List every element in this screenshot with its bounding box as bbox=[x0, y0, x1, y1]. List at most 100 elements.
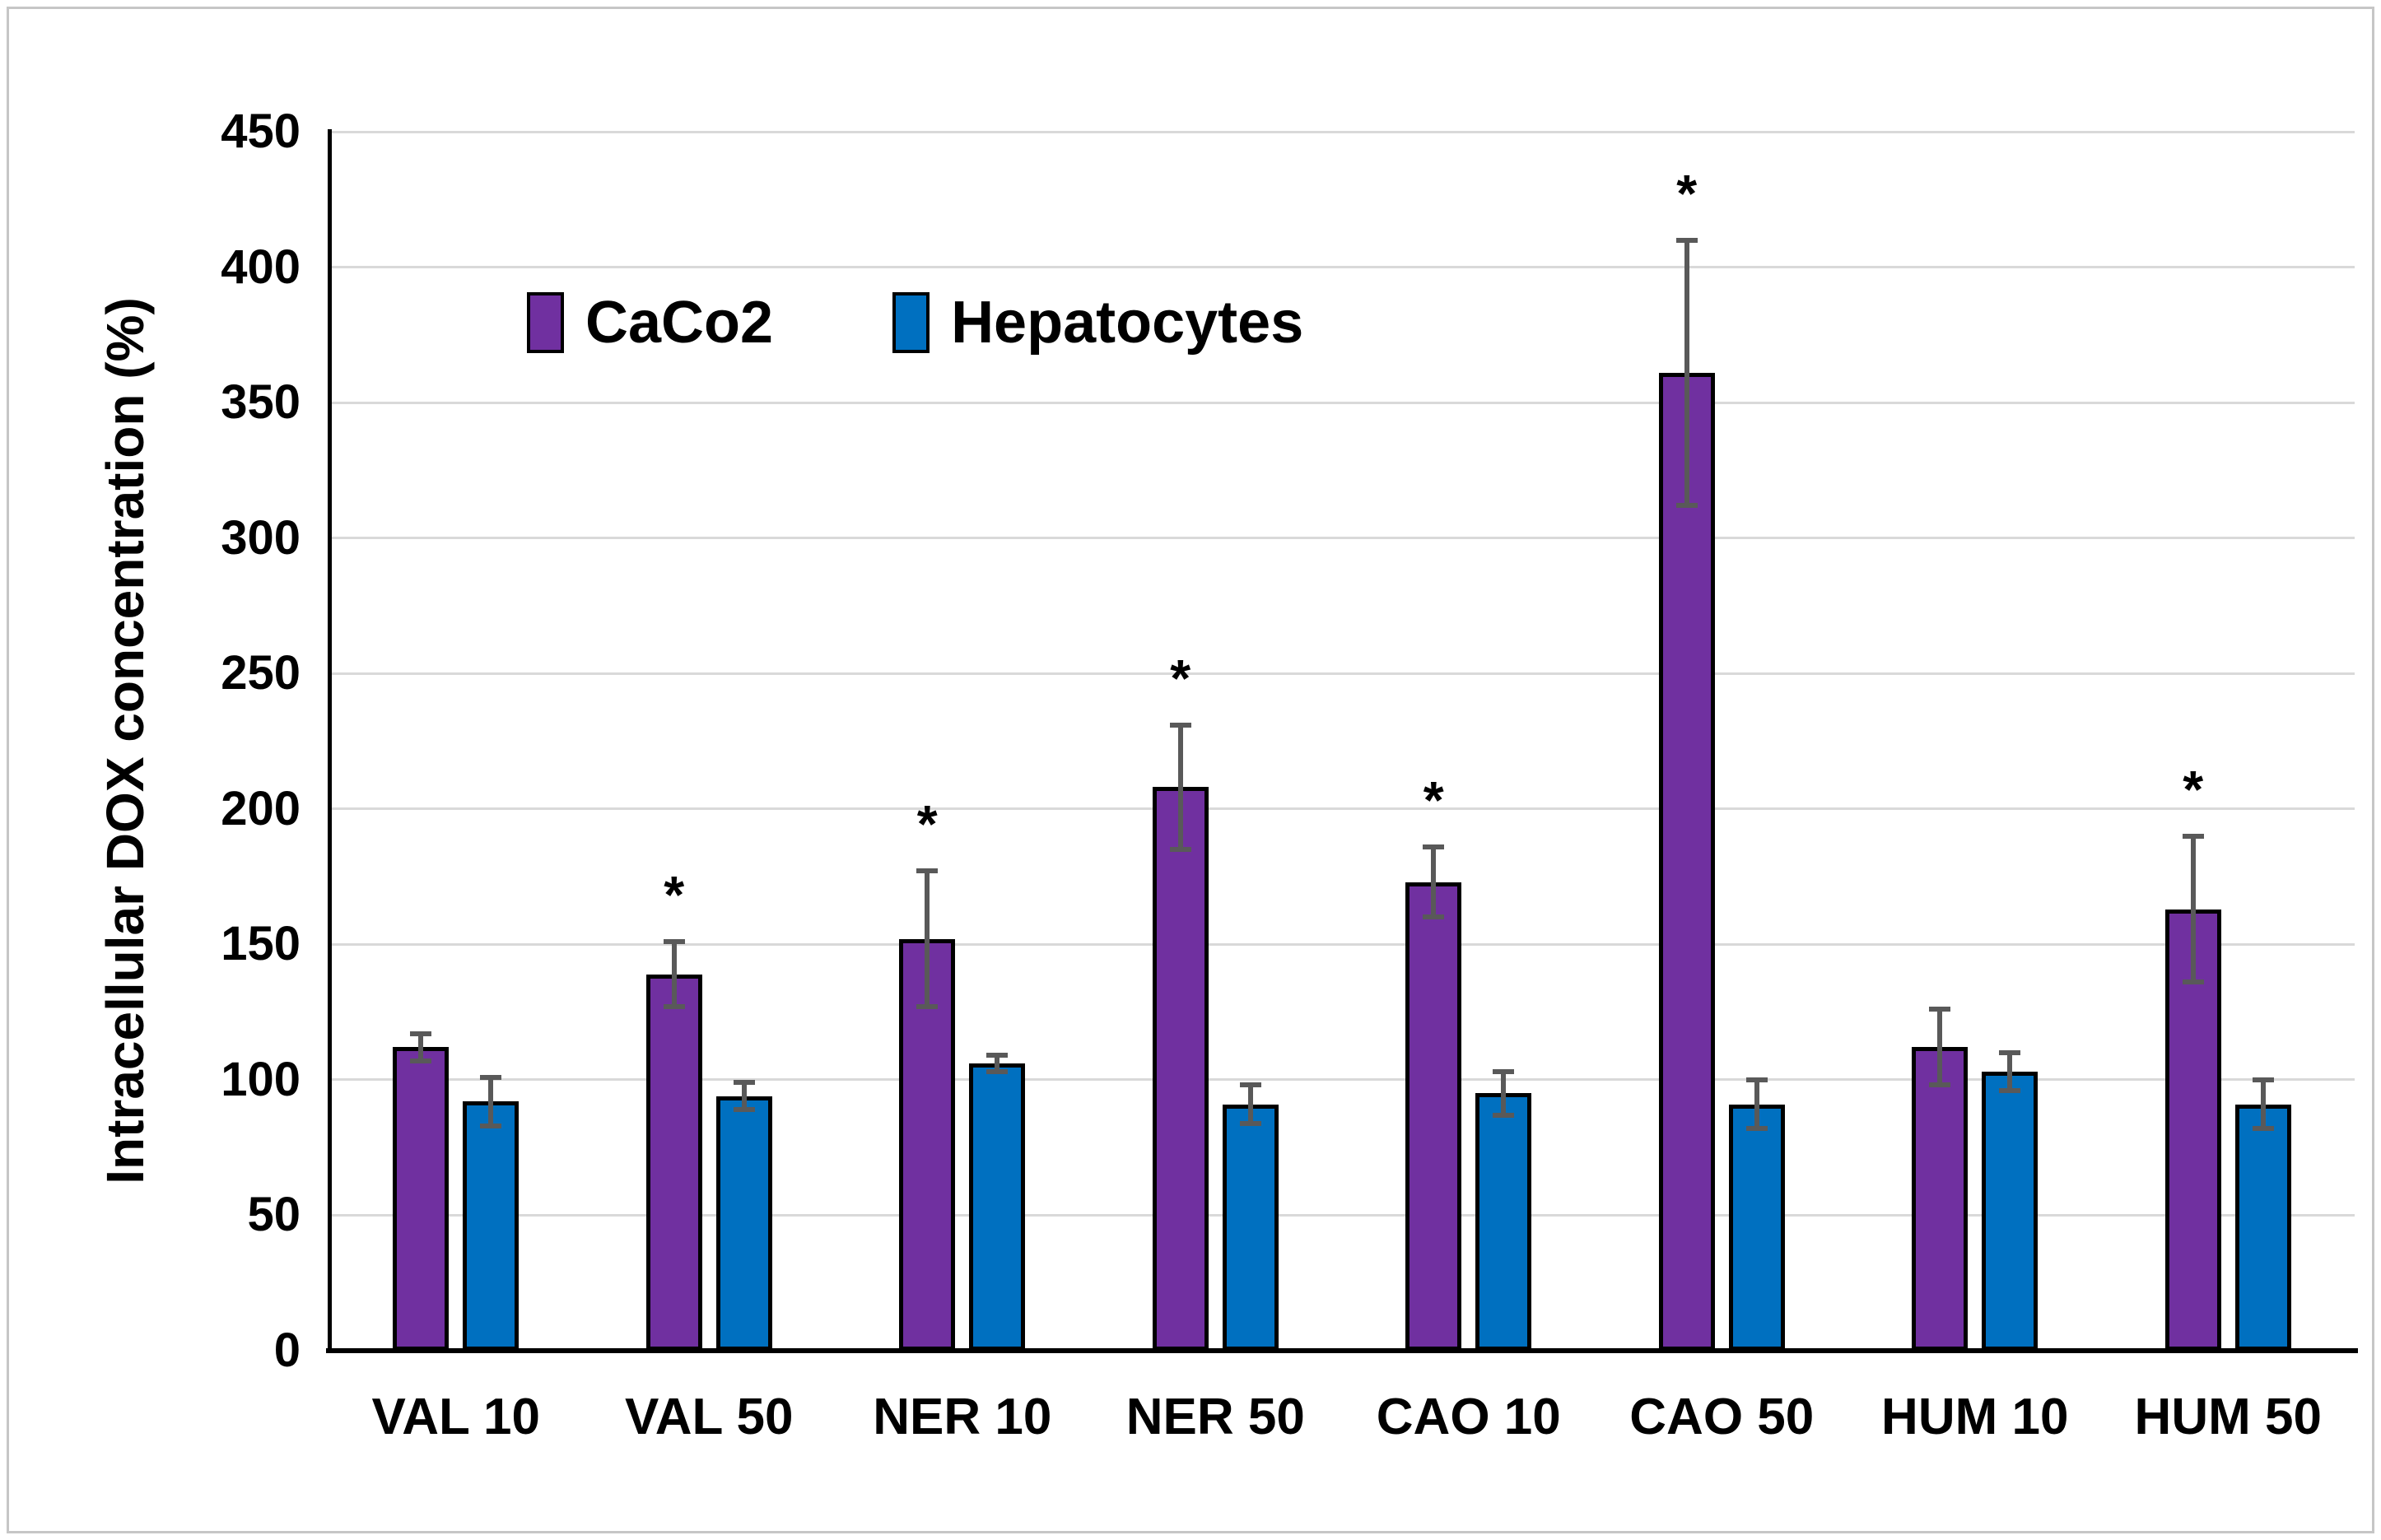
error-bar-cap bbox=[986, 1053, 1009, 1058]
error-bar bbox=[1754, 1079, 1759, 1129]
bar-hepatocytes-hum-50 bbox=[2234, 1104, 2291, 1351]
bar-hepatocytes-ner-10 bbox=[969, 1063, 1026, 1351]
error-bar-cap bbox=[1169, 722, 1191, 728]
error-bar-cap bbox=[1493, 1069, 1515, 1074]
error-bar bbox=[1937, 1009, 1943, 1086]
significance-star: * bbox=[2183, 759, 2204, 819]
y-tick-label: 100 bbox=[221, 1052, 301, 1106]
x-category-label: VAL 10 bbox=[371, 1389, 540, 1445]
error-bar-cap bbox=[1239, 1082, 1261, 1088]
x-category-label: CAO 50 bbox=[1629, 1389, 1815, 1445]
gridline bbox=[329, 537, 2355, 540]
error-bar bbox=[995, 1055, 1000, 1072]
x-category-label: VAL 50 bbox=[625, 1389, 794, 1445]
error-bar-cap bbox=[480, 1123, 502, 1128]
bar-caco2-cao-10 bbox=[1405, 882, 1462, 1351]
error-bar-cap bbox=[2252, 1077, 2274, 1082]
x-category-label: NER 10 bbox=[873, 1389, 1052, 1445]
error-bar-cap bbox=[663, 939, 685, 945]
y-tick-label: 0 bbox=[273, 1324, 301, 1377]
legend-swatch-hepatocytes bbox=[892, 292, 930, 353]
y-tick-label: 50 bbox=[247, 1188, 301, 1242]
y-tick-label: 150 bbox=[221, 917, 301, 971]
y-tick-label: 450 bbox=[221, 105, 301, 158]
error-bar bbox=[488, 1077, 494, 1126]
gridline bbox=[329, 266, 2355, 269]
error-bar bbox=[671, 942, 677, 1007]
gridline bbox=[329, 130, 2355, 133]
legend-label-caco2: CaCo2 bbox=[585, 290, 774, 356]
x-category-label: HUM 50 bbox=[2134, 1389, 2322, 1445]
error-bar-cap bbox=[2252, 1126, 2274, 1132]
significance-star: * bbox=[664, 864, 685, 924]
error-bar-cap bbox=[410, 1058, 432, 1063]
y-tick-label: 300 bbox=[221, 510, 301, 565]
bar-hepatocytes-val-50 bbox=[715, 1096, 772, 1351]
y-tick-label: 250 bbox=[221, 646, 301, 700]
error-bar bbox=[1177, 724, 1183, 850]
bar-caco2-val-10 bbox=[393, 1047, 450, 1351]
error-bar-cap bbox=[410, 1031, 432, 1036]
error-bar bbox=[418, 1033, 424, 1061]
error-bar bbox=[2260, 1079, 2266, 1129]
significance-star: * bbox=[1170, 648, 1191, 708]
error-bar-cap bbox=[480, 1074, 502, 1080]
x-category-label: NER 50 bbox=[1125, 1389, 1305, 1445]
error-bar-cap bbox=[1169, 847, 1191, 853]
error-bar-cap bbox=[1675, 237, 1698, 243]
error-bar-cap bbox=[986, 1069, 1009, 1074]
bar-caco2-hum-10 bbox=[1912, 1047, 1969, 1351]
x-category-label: CAO 10 bbox=[1376, 1389, 1561, 1445]
bar-hepatocytes-ner-50 bbox=[1222, 1104, 1279, 1351]
error-bar-cap bbox=[1929, 1007, 1951, 1012]
legend-item-hepatocytes: Hepatocytes bbox=[892, 290, 1303, 356]
error-bar bbox=[2007, 1052, 2013, 1091]
bar-hepatocytes-cao-50 bbox=[1728, 1104, 1785, 1351]
significance-star: * bbox=[1423, 770, 1444, 830]
gridline bbox=[329, 1213, 2355, 1217]
error-bar bbox=[1684, 240, 1689, 506]
error-bar-cap bbox=[1999, 1049, 2021, 1055]
significance-star: * bbox=[1676, 163, 1698, 223]
legend-label-hepatocytes: Hepatocytes bbox=[951, 290, 1304, 356]
error-bar-cap bbox=[1745, 1077, 1768, 1082]
bar-hepatocytes-hum-10 bbox=[1982, 1072, 2039, 1351]
error-bar-cap bbox=[2182, 833, 2204, 839]
legend-swatch-caco2 bbox=[527, 292, 564, 353]
error-bar-cap bbox=[1493, 1112, 1515, 1118]
error-bar-cap bbox=[1675, 503, 1698, 509]
bar-caco2-val-50 bbox=[645, 974, 702, 1351]
x-axis-line bbox=[326, 1348, 2358, 1353]
error-bar-cap bbox=[1929, 1082, 1951, 1088]
y-tick-label: 350 bbox=[221, 375, 301, 430]
gridline bbox=[329, 1078, 2355, 1082]
bar-caco2-ner-50 bbox=[1152, 787, 1209, 1351]
gridline bbox=[329, 942, 2355, 946]
error-bar-cap bbox=[1423, 844, 1445, 849]
error-bar-cap bbox=[733, 1080, 755, 1086]
error-bar bbox=[1501, 1072, 1507, 1115]
error-bar-cap bbox=[1423, 914, 1445, 920]
error-bar bbox=[925, 871, 930, 1007]
bar-hepatocytes-val-10 bbox=[463, 1101, 520, 1351]
y-axis-line bbox=[328, 129, 332, 1353]
error-bar-cap bbox=[1999, 1088, 2021, 1094]
gridline bbox=[329, 401, 2355, 404]
error-bar bbox=[1247, 1085, 1253, 1124]
x-category-label: HUM 10 bbox=[1881, 1389, 2069, 1445]
error-bar-cap bbox=[916, 868, 939, 874]
error-bar-cap bbox=[1239, 1120, 1261, 1126]
error-bar-cap bbox=[2182, 979, 2204, 985]
y-tick-label: 400 bbox=[221, 240, 301, 294]
error-bar-cap bbox=[733, 1107, 755, 1113]
error-bar bbox=[2190, 835, 2196, 983]
bar-hepatocytes-cao-10 bbox=[1475, 1093, 1532, 1351]
y-tick-label: 200 bbox=[221, 781, 301, 835]
significance-star: * bbox=[916, 794, 938, 854]
gridline bbox=[329, 672, 2355, 675]
gridline bbox=[329, 807, 2355, 811]
error-bar bbox=[1431, 846, 1437, 918]
legend-item-caco2: CaCo2 bbox=[527, 290, 773, 356]
